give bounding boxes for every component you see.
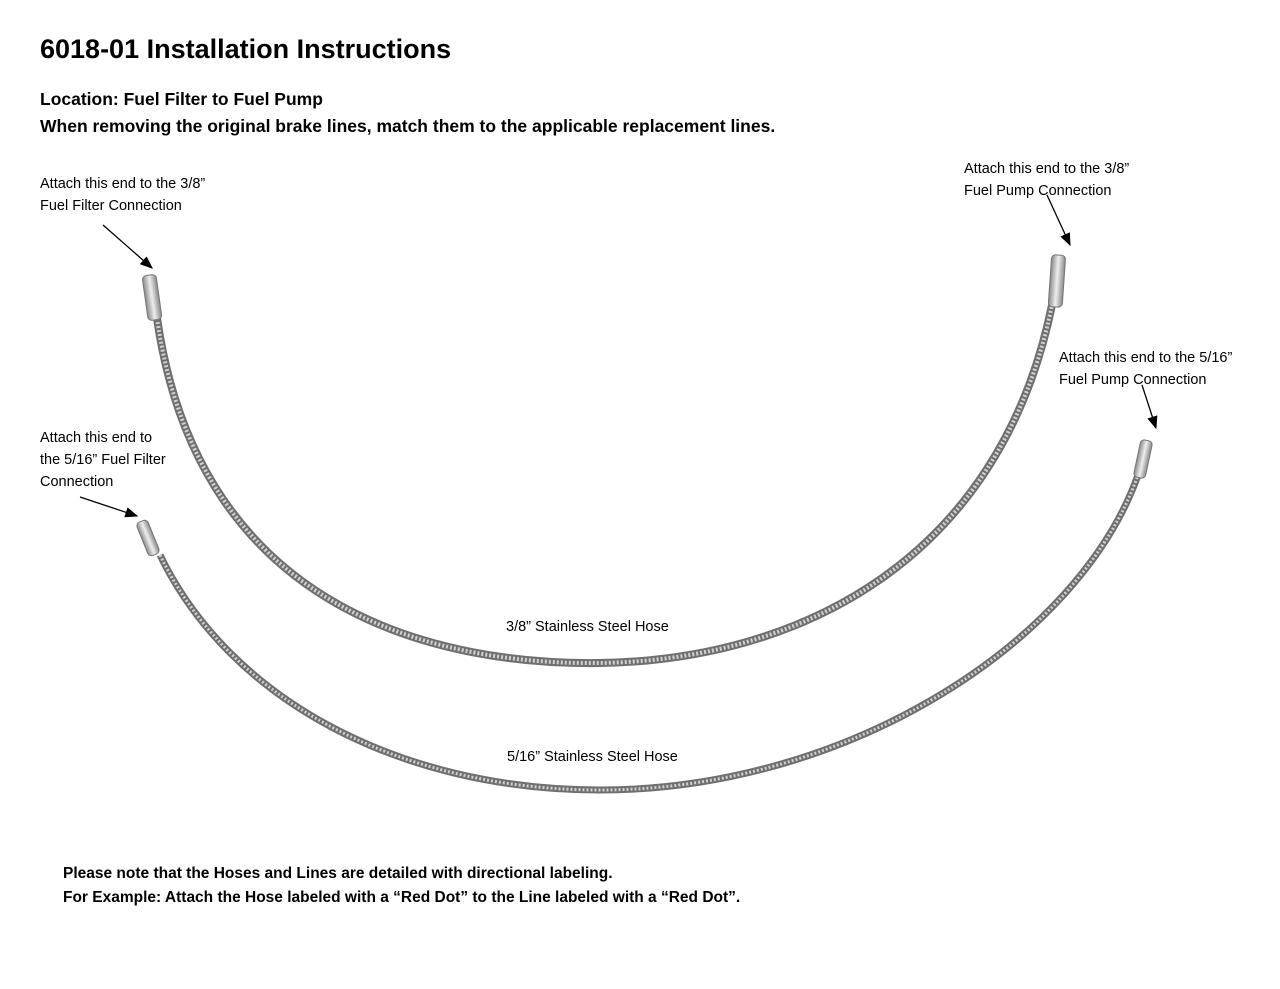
note-line: Please note that the Hoses and Lines are…: [63, 865, 613, 882]
hose-label-5-16: 5/16” Stainless Steel Hose: [507, 749, 678, 765]
label-filter-5-16: Attach this end to the 5/16” Fuel Filter…: [40, 430, 166, 490]
hose-label-3-8: 3/8” Stainless Steel Hose: [506, 619, 669, 635]
fitting-icon: [1047, 254, 1066, 308]
page-title: 6018-01 Installation Instructions: [40, 34, 452, 64]
hose-3-8: [153, 304, 1056, 668]
label-filter-3-8: Attach this end to the 3/8” Fuel Filter …: [40, 176, 206, 214]
arrow-icon: [102, 224, 153, 269]
location-text: Location: Fuel Filter to Fuel Pump: [40, 89, 323, 109]
hose-5-16: [156, 473, 1142, 794]
note-line: For Example: Attach the Hose labeled wit…: [63, 889, 741, 906]
fitting-icon: [136, 519, 160, 557]
label-pump-5-16: Attach this end to the 5/16” Fuel Pump C…: [1059, 350, 1233, 388]
instruction-text: When removing the original brake lines, …: [40, 116, 776, 136]
arrow-icon: [1046, 194, 1071, 247]
arrow-icon: [79, 496, 139, 518]
arrow-icon: [1141, 384, 1158, 430]
fitting-icon: [1133, 439, 1153, 479]
fitting-icon: [142, 274, 163, 321]
label-pump-3-8: Attach this end to the 3/8” Fuel Pump Co…: [964, 161, 1130, 199]
